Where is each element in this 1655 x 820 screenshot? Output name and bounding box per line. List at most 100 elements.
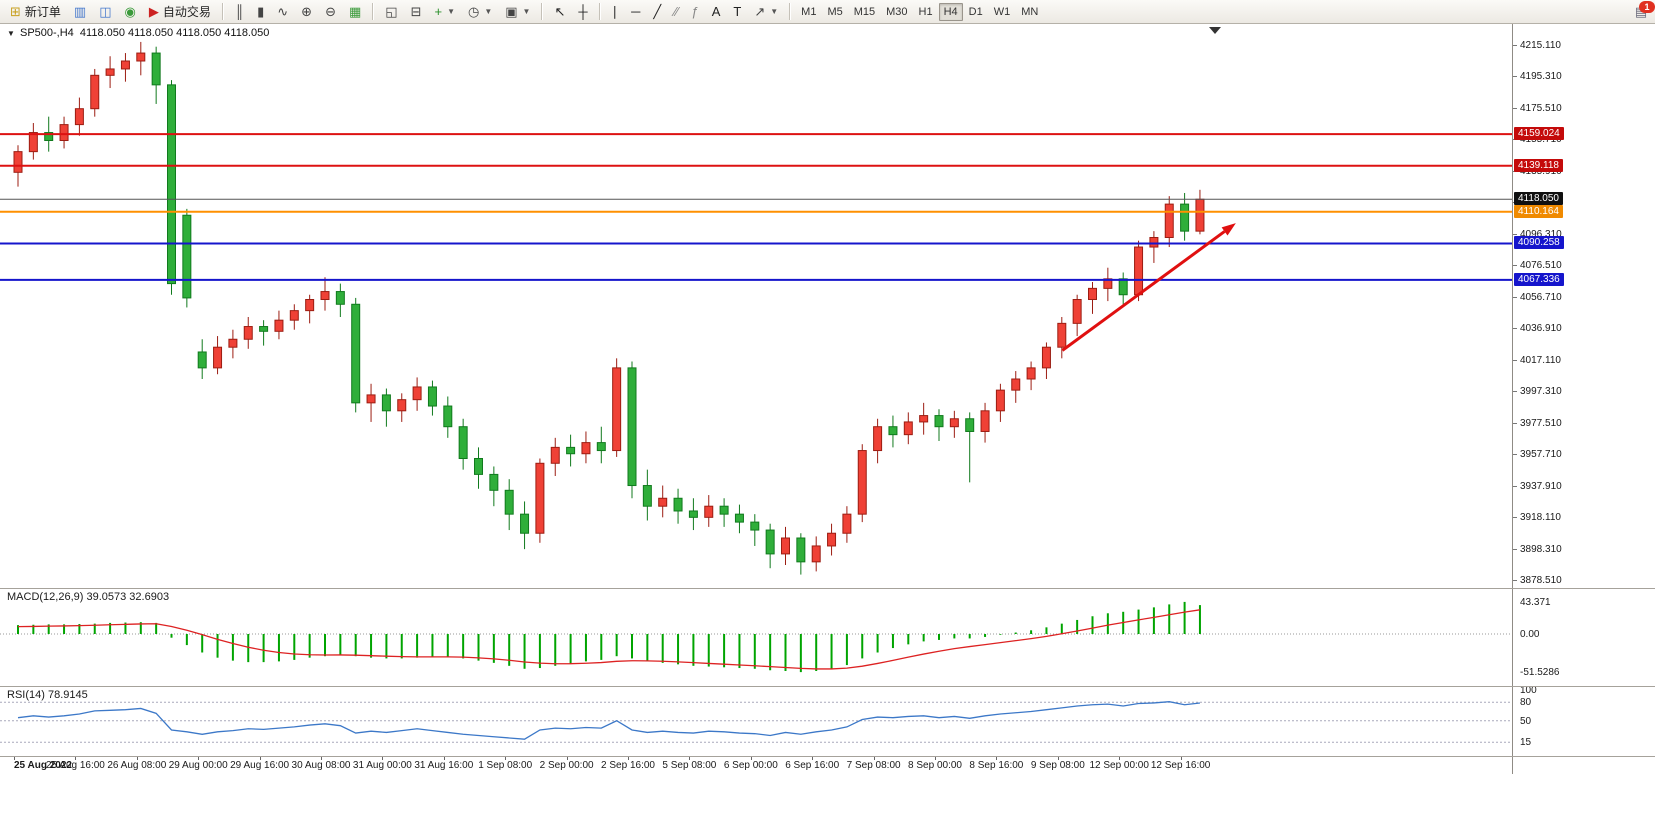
timeframe-button-m15[interactable]: M15 bbox=[853, 5, 876, 18]
timeframe-button-m5[interactable]: M5 bbox=[827, 5, 843, 18]
cursor-button[interactable]: ↖ bbox=[548, 1, 571, 23]
candle-body bbox=[136, 52, 146, 62]
timeframe-button-m30[interactable]: M30 bbox=[886, 5, 908, 18]
price-axis-tick bbox=[1513, 107, 1517, 109]
line-chart-button[interactable]: ∿ bbox=[271, 1, 294, 23]
time-axis-label: 8 Sep 00:00 bbox=[908, 760, 962, 771]
new-order-button[interactable]: ⊞ 新订单 bbox=[4, 1, 67, 23]
vertical-line-button[interactable]: ∣ bbox=[606, 1, 625, 23]
dropdown-arrow-icon[interactable]: ▼ bbox=[447, 7, 455, 16]
candle-body bbox=[1088, 287, 1097, 301]
timeframe-button-h1[interactable]: H1 bbox=[918, 5, 933, 18]
time-axis-tick bbox=[1180, 756, 1182, 760]
candle-body bbox=[842, 513, 852, 534]
time-axis[interactable]: 25 Aug 2022 25 Aug 16:00 26 Aug 08:00 29 Au… bbox=[0, 756, 1512, 774]
tile-windows-icon: ▦ bbox=[348, 4, 362, 19]
candle-body bbox=[888, 426, 898, 436]
timeframe-button-h4[interactable]: H4 bbox=[938, 2, 963, 21]
candle-body bbox=[796, 537, 806, 563]
rsi-axis-label: 50 bbox=[1520, 715, 1532, 727]
fibonacci-button[interactable]: ƒ bbox=[685, 1, 704, 23]
price-axis[interactable]: 4215.1104195.3104175.5104155.7104135.910… bbox=[1512, 24, 1655, 774]
timeframe-button-mn[interactable]: MN bbox=[1021, 5, 1039, 18]
templates-button[interactable]: ▣ ▼ bbox=[499, 1, 536, 23]
indicators-button[interactable]: + ▼ bbox=[428, 1, 461, 23]
candle-body bbox=[535, 462, 545, 534]
horizontal-line-button[interactable]: ─ bbox=[625, 1, 646, 23]
price-axis-label: 3898.310 bbox=[1520, 543, 1562, 555]
profiles-button[interactable]: ◫ bbox=[93, 1, 117, 23]
main-chart-plot[interactable] bbox=[0, 24, 1512, 588]
rsi-line bbox=[17, 701, 1201, 740]
candle-body bbox=[474, 458, 483, 475]
time-axis-label: 30 Aug 08:00 bbox=[291, 760, 351, 771]
zoom-out-icon: ⊖ bbox=[325, 4, 336, 19]
macd-signal-line bbox=[17, 609, 1201, 670]
symbol-dropdown-icon[interactable]: ▼ bbox=[7, 29, 15, 38]
market-watch-icon: ◉ bbox=[124, 4, 136, 19]
market-watch-button[interactable]: ◉ bbox=[119, 1, 142, 23]
splitter-macd-rsi[interactable] bbox=[0, 686, 1655, 687]
label-button[interactable]: T bbox=[727, 1, 747, 23]
candle-body bbox=[259, 326, 269, 332]
chart-title: ▼ SP500-,H4 4118.050 4118.050 4118.050 4… bbox=[7, 27, 269, 39]
price-axis-label: 4096.310 bbox=[1520, 228, 1562, 240]
price-axis-label: 4195.310 bbox=[1520, 71, 1562, 83]
candlestick-chart-button[interactable]: ▮ bbox=[251, 1, 270, 23]
candle-body bbox=[397, 399, 407, 412]
candle-body bbox=[105, 68, 115, 76]
bar-chart-button[interactable]: ║ bbox=[229, 1, 250, 23]
candle-body bbox=[581, 442, 591, 455]
auto-trading-button[interactable]: ▶ 自动交易 bbox=[143, 1, 217, 23]
tile-windows-button[interactable]: ▦ bbox=[343, 1, 367, 23]
dropdown-arrow-icon[interactable]: ▼ bbox=[484, 7, 493, 16]
splitter-main-macd[interactable] bbox=[0, 588, 1655, 589]
timeframe-button-w1[interactable]: W1 bbox=[993, 5, 1011, 18]
price-axis-tick bbox=[1513, 265, 1517, 267]
time-axis-tick bbox=[873, 756, 875, 760]
time-axis-label: 8 Sep 16:00 bbox=[969, 760, 1024, 771]
candle-body bbox=[13, 151, 23, 173]
time-axis-tick bbox=[935, 756, 936, 760]
trend-arrow-head[interactable] bbox=[1221, 223, 1236, 236]
dropdown-arrow-icon[interactable]: ▼ bbox=[770, 7, 779, 16]
candle-body bbox=[1057, 322, 1067, 348]
auto-trading-button-label: 自动交易 bbox=[162, 5, 211, 19]
price-axis-tick bbox=[1513, 517, 1517, 519]
candle-body bbox=[289, 310, 299, 321]
shapes-button[interactable]: ↗ ▼ bbox=[748, 1, 784, 23]
periods-button[interactable]: ◷ ▼ bbox=[462, 1, 498, 23]
candle-body bbox=[167, 84, 176, 285]
candle-body bbox=[550, 446, 560, 464]
trend-arrow[interactable] bbox=[1061, 230, 1226, 352]
time-axis-tick bbox=[382, 756, 384, 760]
rsi-panel-plot[interactable] bbox=[0, 687, 1512, 756]
cursor-icon: ↖ bbox=[554, 4, 566, 19]
timeframe-button-m1[interactable]: M1 bbox=[801, 5, 817, 18]
zoom-in-button[interactable]: ⊕ bbox=[295, 1, 318, 23]
charts-button[interactable]: ▥ bbox=[68, 1, 92, 23]
chart-shift-marker[interactable] bbox=[1209, 27, 1221, 34]
text-button[interactable]: A bbox=[706, 1, 727, 23]
trendline-button[interactable]: ╱ bbox=[647, 1, 667, 23]
cascade-windows-button[interactable]: ◱ bbox=[379, 1, 403, 23]
dropdown-arrow-icon[interactable]: ▼ bbox=[522, 7, 531, 16]
zoom-out-button[interactable]: ⊖ bbox=[319, 1, 342, 23]
macd-panel-plot[interactable] bbox=[0, 589, 1512, 686]
time-axis-tick bbox=[996, 756, 998, 760]
arrange-windows-button[interactable]: ⊟ bbox=[405, 1, 428, 23]
crosshair-button[interactable]: ┼ bbox=[572, 1, 593, 23]
candle-body bbox=[688, 510, 698, 518]
macd-name: MACD(12,26,9) bbox=[7, 591, 84, 603]
text-icon: A bbox=[711, 4, 721, 19]
time-axis-tick bbox=[566, 756, 568, 760]
candle-body bbox=[857, 450, 867, 515]
notifications-button[interactable]: ▤1 bbox=[1631, 0, 1655, 21]
chart-symbol-period: SP500-,H4 bbox=[19, 27, 74, 39]
time-axis-label: 31 Aug 00:00 bbox=[352, 760, 412, 771]
timeframe-button-d1[interactable]: D1 bbox=[968, 5, 983, 18]
chart-window-icon: ▥ bbox=[73, 4, 87, 19]
channel-button[interactable]: ∕∕ bbox=[668, 1, 684, 23]
notification-badge: 1 bbox=[1639, 0, 1655, 13]
